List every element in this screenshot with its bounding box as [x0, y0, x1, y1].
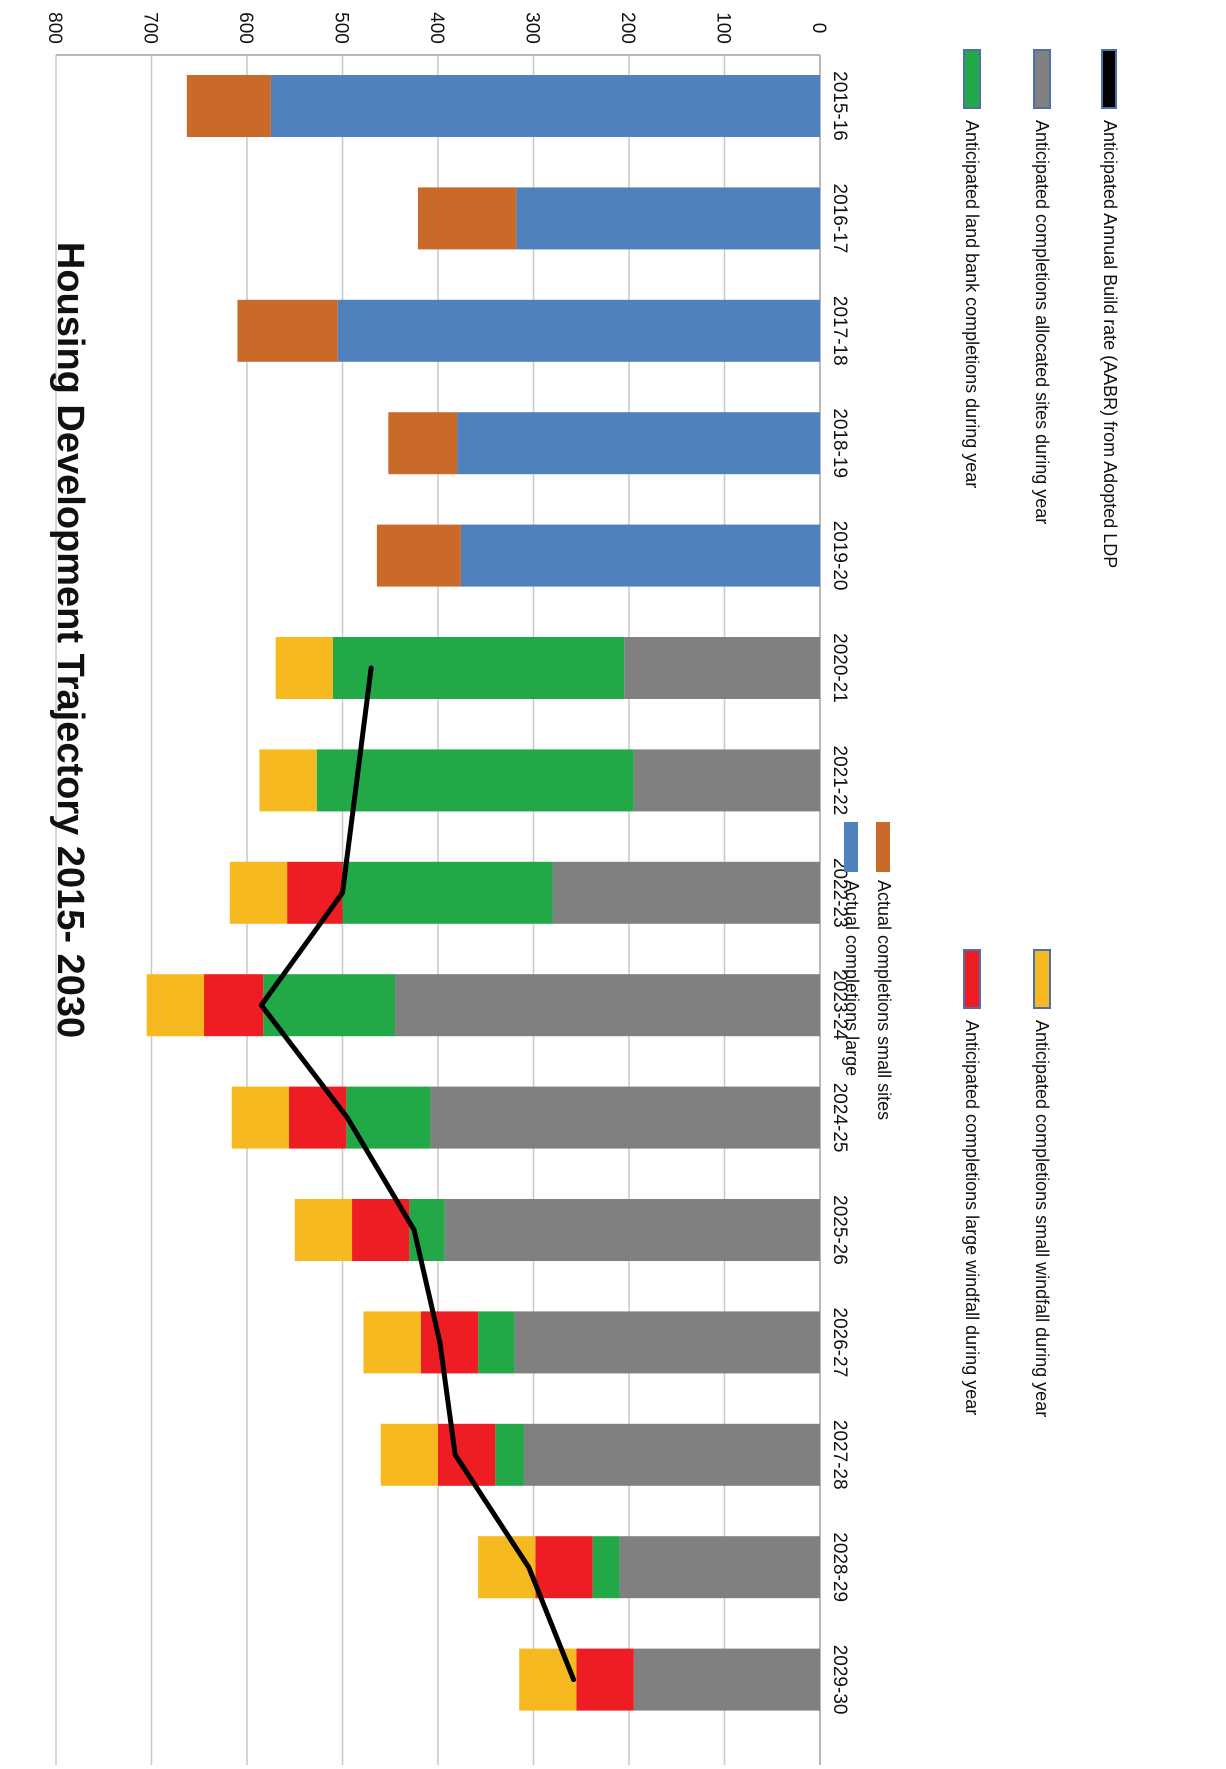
legend-label: Actual completions large	[842, 880, 862, 1076]
bar-segment	[388, 412, 458, 475]
category-label: 2028-29	[829, 1532, 850, 1602]
y-tick-label: 200	[617, 12, 638, 44]
bar-segment	[231, 1086, 290, 1149]
bar-segment	[523, 1423, 820, 1486]
bar-segment	[420, 1311, 479, 1374]
category-label: 2020-21	[829, 633, 850, 703]
category-label: 2017-18	[829, 296, 850, 366]
y-tick-label: 800	[44, 12, 65, 44]
legend: Actual completions large Actual completio…	[842, 49, 1120, 1417]
category-label: 2026-27	[829, 1308, 850, 1378]
bar-segment	[342, 861, 553, 924]
bar-segment	[516, 187, 820, 250]
bar-segment	[346, 1086, 431, 1149]
bars	[146, 75, 820, 1711]
bar-segment	[395, 974, 820, 1037]
category-label: 2021-22	[829, 746, 850, 816]
bar-segment	[337, 299, 820, 362]
bar-segment	[457, 412, 820, 475]
y-tick-label: 400	[426, 12, 447, 44]
bar-segment	[263, 974, 396, 1037]
bar-segment	[535, 1536, 593, 1599]
bar-segment	[332, 637, 625, 699]
legend-swatch	[876, 822, 890, 872]
bar-segment	[294, 1199, 353, 1261]
category-label: 2019-20	[829, 521, 850, 591]
y-tick-label: 600	[235, 12, 256, 44]
category-label: 2025-26	[829, 1195, 850, 1265]
bar-segment	[417, 187, 517, 250]
legend-label: Actual completions small sites	[874, 880, 894, 1120]
category-label: 2015-16	[829, 71, 850, 141]
legend-swatch	[844, 822, 858, 872]
aabr-line	[258, 665, 577, 1683]
bar-segment	[552, 861, 820, 924]
bar-segment	[259, 749, 317, 812]
bar-segment	[380, 1423, 438, 1486]
bar-segment	[430, 1086, 820, 1149]
bar-segment	[576, 1648, 634, 1711]
bar-segment	[316, 749, 634, 812]
chart-title: Housing Development Trajectory 2015- 203…	[49, 242, 91, 1038]
bar-segment	[619, 1536, 820, 1599]
category-label: 2016-17	[829, 184, 850, 254]
bar-segment	[444, 1199, 820, 1261]
bar-segment	[270, 75, 820, 137]
legend-swatch	[963, 49, 981, 109]
y-tick-label: 100	[713, 12, 734, 44]
category-label: 2027-28	[829, 1420, 850, 1490]
y-tick-label: 700	[140, 12, 161, 44]
y-tick-label: 300	[522, 12, 543, 44]
legend-label: Anticipated Annual Build rate (AABR) fro…	[1100, 120, 1120, 568]
legend-swatch	[1033, 949, 1051, 1009]
bar-segment	[633, 749, 820, 812]
bar-segment	[495, 1423, 524, 1486]
bar-segment	[352, 1199, 410, 1261]
legend-label: Anticipated completions allocated sites …	[1032, 120, 1052, 524]
bar-segment	[229, 861, 288, 924]
category-label: 2024-25	[829, 1083, 850, 1153]
legend-label: Anticipated land bank completions during…	[962, 120, 982, 488]
legend-swatch	[1033, 49, 1051, 109]
legend-label: Anticipated completions small windfall d…	[1032, 1020, 1052, 1417]
legend-swatch	[963, 949, 981, 1009]
bar-segment	[289, 1086, 347, 1149]
category-label: 2029-30	[829, 1645, 850, 1715]
bar-segment	[376, 524, 461, 587]
y-axis-ticks: 0 100 200 300 400 500 600 700 800	[44, 12, 829, 44]
category-label: 2023-24	[829, 970, 850, 1040]
legend-label: Anticipated completions large windfall d…	[962, 1020, 982, 1415]
bar-segment	[186, 75, 271, 137]
bar-segment	[514, 1311, 820, 1374]
y-tick-label: 500	[331, 12, 352, 44]
y-tick-label: 0	[808, 23, 829, 34]
bar-segment	[592, 1536, 620, 1599]
bar-segment	[633, 1648, 820, 1711]
bar-segment	[237, 299, 338, 362]
bar-segment	[287, 861, 343, 924]
bar-segment	[363, 1311, 421, 1374]
category-label: 2022-23	[829, 858, 850, 928]
bar-segment	[204, 974, 264, 1037]
bar-segment	[460, 524, 820, 587]
bar-segment	[478, 1311, 515, 1374]
bar-segment	[146, 974, 205, 1037]
category-label: 2018-19	[829, 408, 850, 478]
bar-segment	[624, 637, 820, 699]
bar-segment	[275, 637, 333, 699]
category-labels: 2015-16 2016-17 2017-18 2018-19 2019-20 2020-…	[829, 71, 850, 1714]
legend-swatch	[1101, 49, 1117, 109]
bar-segment	[519, 1648, 577, 1711]
